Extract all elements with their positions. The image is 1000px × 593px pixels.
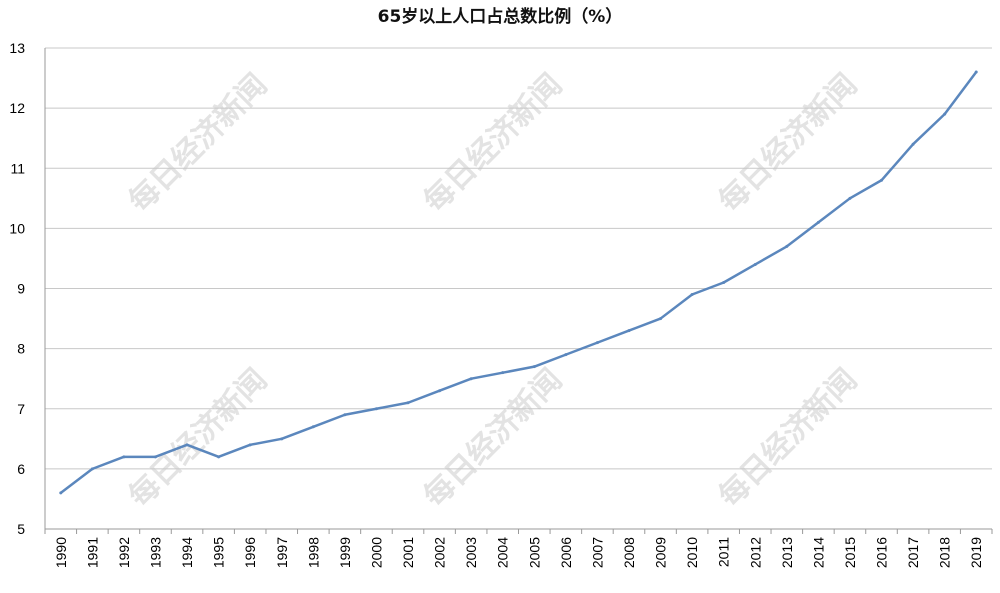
data-point (816, 220, 820, 224)
watermark-text: 每日经济新闻 (417, 362, 569, 514)
data-point (974, 70, 978, 74)
x-tick-label: 2003 (463, 537, 479, 568)
x-tick-label: 2015 (842, 537, 858, 568)
x-tick-label: 1997 (274, 537, 290, 568)
data-point (753, 262, 757, 266)
watermark-text: 每日经济新闻 (712, 67, 864, 219)
x-tick-label: 2009 (653, 537, 669, 568)
x-tick-label: 1996 (242, 537, 258, 568)
y-tick-label: 5 (17, 521, 25, 537)
watermark-text: 每日经济新闻 (122, 67, 274, 219)
x-tick-label: 2016 (874, 537, 890, 568)
data-point (185, 443, 189, 447)
data-point (438, 389, 442, 393)
data-point (627, 329, 631, 333)
data-point (785, 244, 789, 248)
series-line (59, 70, 978, 495)
x-tick-label: 2001 (400, 537, 416, 568)
x-tick-label: 2019 (968, 537, 984, 568)
watermark-text: 每日经济新闻 (712, 362, 864, 514)
x-tick-label: 1995 (211, 537, 227, 568)
data-point (911, 142, 915, 146)
x-tick-label: 2008 (621, 537, 637, 568)
y-tick-label: 7 (17, 401, 25, 417)
y-axis-tick-labels: 5 6 7 8 9 10 11 12 13 (9, 40, 25, 537)
x-tick-label: 2011 (716, 537, 732, 567)
data-point (59, 491, 63, 495)
watermark-text: 每日经济新闻 (122, 362, 274, 514)
x-tick-label: 1990 (53, 537, 69, 568)
y-tick-label: 11 (10, 160, 25, 176)
x-tick-label: 2017 (905, 537, 921, 568)
data-point (343, 413, 347, 417)
data-point (374, 407, 378, 411)
x-tick-label: 2010 (684, 537, 700, 568)
watermark-text: 每日经济新闻 (417, 67, 569, 219)
x-tick-label: 2004 (495, 537, 511, 568)
x-tick-label: 2018 (937, 537, 953, 568)
x-tick-label: 2012 (747, 537, 763, 568)
series-layer (59, 70, 978, 495)
data-point (532, 365, 536, 369)
y-tick-label: 6 (17, 461, 25, 477)
x-tick-label: 1991 (84, 537, 100, 568)
axes (44, 48, 993, 534)
x-tick-label: 1993 (147, 537, 163, 568)
x-axis-tick-labels: 1990 1991 1992 1993 1994 1995 1996 1997 1998 1999… (53, 537, 984, 568)
data-point (595, 341, 599, 345)
data-point (880, 178, 884, 182)
y-tick-label: 13 (9, 40, 25, 56)
data-point (90, 467, 94, 471)
data-point (469, 377, 473, 381)
x-tick-label: 1992 (116, 537, 132, 568)
data-point (122, 455, 126, 459)
data-point (153, 455, 157, 459)
x-tick-label: 2006 (558, 537, 574, 568)
chart-title: 65岁以上人口占总数比例（%） (378, 6, 623, 27)
y-tick-label: 12 (9, 100, 25, 116)
x-tick-label: 1998 (305, 537, 321, 568)
x-tick-label: 1994 (179, 537, 195, 568)
x-tick-label: 1999 (337, 537, 353, 568)
data-point (280, 437, 284, 441)
data-point (943, 112, 947, 116)
y-tick-label: 9 (17, 281, 25, 297)
x-tick-label: 2000 (368, 537, 384, 568)
gridlines (45, 47, 992, 470)
data-point (659, 317, 663, 321)
x-tick-label: 2013 (779, 537, 795, 568)
data-point (564, 353, 568, 357)
data-point (722, 280, 726, 284)
data-point (501, 371, 505, 375)
data-point (848, 196, 852, 200)
y-tick-label: 10 (9, 220, 25, 236)
x-tick-label: 2014 (810, 537, 826, 568)
y-tick-label: 8 (17, 341, 25, 357)
data-point (311, 425, 315, 429)
data-point (690, 293, 694, 297)
x-tick-label: 2007 (589, 537, 605, 568)
x-tick-label: 2005 (526, 537, 542, 568)
x-tick-label: 2002 (432, 537, 448, 568)
data-point (406, 401, 410, 405)
data-point (217, 455, 221, 459)
data-point (248, 443, 252, 447)
